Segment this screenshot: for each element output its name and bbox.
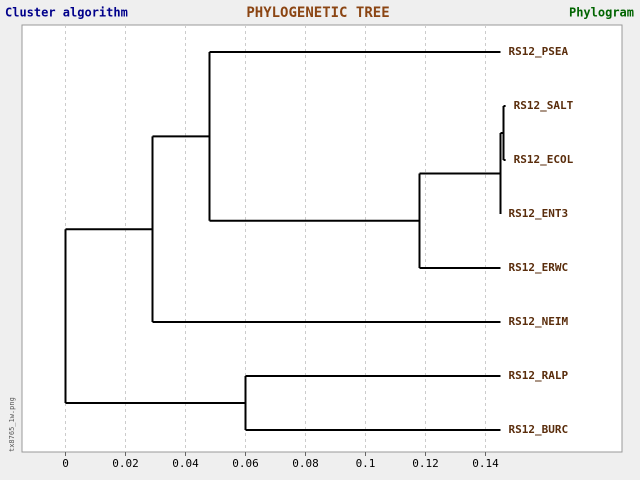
plot-area (21, 24, 623, 453)
x-tick-label: 0.06 (232, 457, 259, 470)
leaf-label: RS12_NEIM (509, 315, 569, 328)
left-label: Cluster algorithm (5, 6, 128, 20)
side-note: tx8765_1w.png (8, 397, 16, 452)
leaf-label: RS12_RALP (509, 369, 569, 382)
leaf-label: RS12_PSEA (509, 45, 569, 58)
x-tick-label: 0.08 (292, 457, 319, 470)
x-tick-label: 0.14 (472, 457, 499, 470)
x-tick-label: 0.1 (356, 457, 376, 470)
chart-title: PHYLOGENETIC TREE (246, 5, 389, 21)
x-tick-label: 0.04 (172, 457, 199, 470)
leaf-label: RS12_ENT3 (509, 207, 569, 220)
right-label: Phylogram (569, 6, 634, 20)
leaf-label: RS12_ECOL (514, 153, 574, 166)
x-tick-label: 0 (62, 457, 69, 470)
x-tick-label: 0.12 (412, 457, 439, 470)
leaf-label: RS12_ERWC (509, 261, 569, 274)
leaf-label: RS12_SALT (514, 99, 574, 112)
x-tick-label: 0.02 (112, 457, 139, 470)
leaf-label: RS12_BURC (509, 423, 569, 436)
